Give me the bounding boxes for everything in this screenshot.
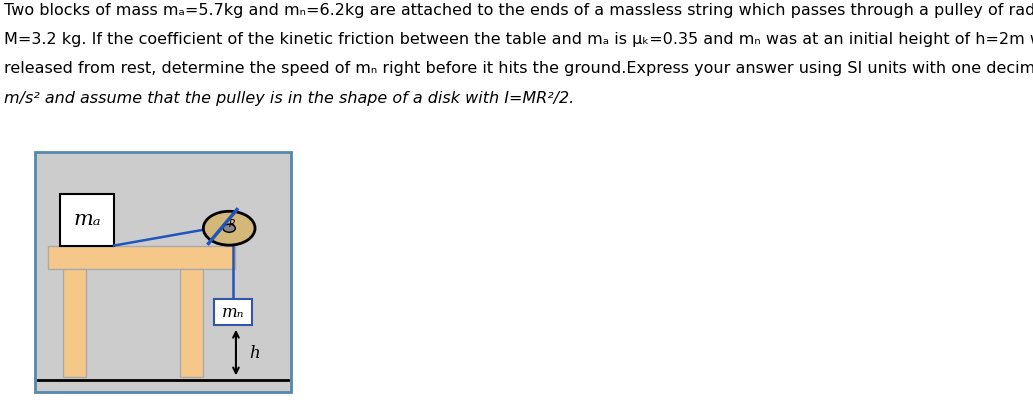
Bar: [48, 247, 236, 269]
Bar: [180, 269, 204, 377]
Bar: [35, 152, 290, 392]
Bar: [214, 299, 252, 325]
Text: R: R: [229, 219, 236, 229]
Circle shape: [223, 225, 236, 232]
Text: mₙ: mₙ: [222, 304, 244, 321]
Text: h: h: [250, 344, 260, 361]
Bar: [63, 269, 87, 377]
Text: released from rest, determine the speed of mₙ right before it hits the ground.Ex: released from rest, determine the speed …: [4, 61, 1033, 76]
Text: m/s² and assume that the pulley is in the shape of a disk with I=MR²/2.: m/s² and assume that the pulley is in th…: [4, 90, 574, 105]
Text: Two blocks of mass mₐ=5.7kg and mₙ=6.2kg are attached to the ends of a massless : Two blocks of mass mₐ=5.7kg and mₙ=6.2kg…: [4, 3, 1033, 18]
Circle shape: [204, 212, 255, 245]
Bar: [60, 194, 114, 247]
Text: M=3.2 kg. If the coefficient of the kinetic friction between the table and mₐ is: M=3.2 kg. If the coefficient of the kine…: [4, 32, 1033, 47]
Text: mₐ: mₐ: [73, 209, 101, 228]
